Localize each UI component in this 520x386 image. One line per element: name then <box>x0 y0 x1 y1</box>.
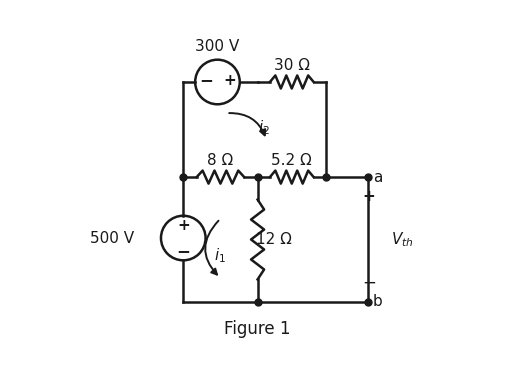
Text: −: − <box>362 274 376 291</box>
Text: $i_2$: $i_2$ <box>257 119 269 137</box>
Text: $i_1$: $i_1$ <box>214 247 226 265</box>
Text: 30 Ω: 30 Ω <box>274 58 310 73</box>
Text: +: + <box>177 218 190 233</box>
Text: −: − <box>200 71 213 90</box>
Text: 5.2 Ω: 5.2 Ω <box>271 153 312 168</box>
Text: 500 V: 500 V <box>90 230 134 245</box>
Text: b: b <box>373 295 383 310</box>
Text: 300 V: 300 V <box>196 39 240 54</box>
Text: Figure 1: Figure 1 <box>224 320 291 338</box>
Text: $V_{th}$: $V_{th}$ <box>392 230 414 249</box>
Text: +: + <box>223 73 236 88</box>
Text: 8 Ω: 8 Ω <box>207 153 233 168</box>
Text: −: − <box>176 242 190 260</box>
Text: +: + <box>362 189 375 204</box>
Text: a: a <box>373 169 382 185</box>
Text: 12 Ω: 12 Ω <box>256 232 292 247</box>
